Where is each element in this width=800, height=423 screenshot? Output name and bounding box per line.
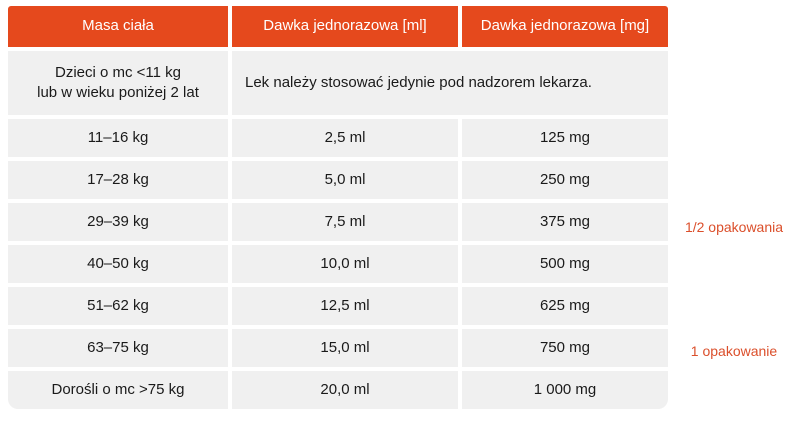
dose-ml-cell: 5,0 ml [232,161,458,199]
mass-cell: 17–28 kg [8,161,228,199]
special-row-mass-cell: Dzieci o mc <11 kg lub w wieku poniżej 2… [8,51,228,115]
dose-mg-cell: 1 000 mg [462,371,668,409]
special-row-note-cell: Lek należy stosować jedynie pod nadzorem… [232,51,668,115]
mass-cell: 40–50 kg [8,245,228,283]
dose-ml-cell: 20,0 ml [232,371,458,409]
dose-mg-cell: 750 mg [462,329,668,367]
annotation-one-pack: 1 opakowanie [690,343,778,359]
dose-ml-cell: 15,0 ml [232,329,458,367]
dose-mg-cell: 500 mg [462,245,668,283]
dose-ml-cell: 10,0 ml [232,245,458,283]
dose-mg-cell: 250 mg [462,161,668,199]
dose-mg-cell: 625 mg [462,287,668,325]
mass-cell: 51–62 kg [8,287,228,325]
dose-mg-cell: 375 mg [462,203,668,241]
annotation-half-pack: 1/2 opakowania [684,219,784,235]
header-dose-ml: Dawka jednorazowa [ml] [232,6,458,47]
mass-cell: 63–75 kg [8,329,228,367]
mass-cell: 29–39 kg [8,203,228,241]
dose-mg-cell: 125 mg [462,119,668,157]
dose-ml-cell: 7,5 ml [232,203,458,241]
header-dose-mg: Dawka jednorazowa [mg] [462,6,668,47]
mass-cell: 11–16 kg [8,119,228,157]
dosage-table: Masa ciała Dawka jednorazowa [ml] Dawka … [8,6,668,409]
special-row-label-line1: Dzieci o mc <11 kg [54,63,182,81]
header-mass: Masa ciała [8,6,228,47]
dose-ml-cell: 2,5 ml [232,119,458,157]
mass-cell: Dorośli o mc >75 kg [8,371,228,409]
special-row-label-line2: lub w wieku poniżej 2 lat [37,84,199,101]
dose-ml-cell: 12,5 ml [232,287,458,325]
